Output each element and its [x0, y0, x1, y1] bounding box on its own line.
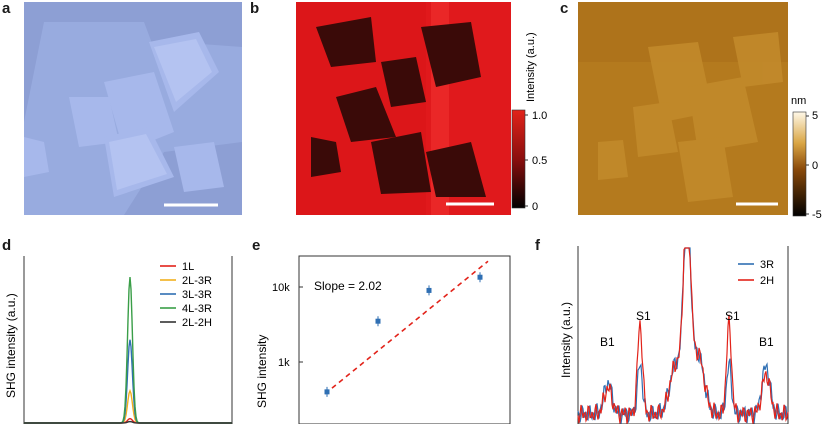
panel-e-ylabel: SHG intensity: [255, 335, 269, 408]
panel-e-data-point: [477, 274, 483, 280]
panel-e-label: e: [252, 237, 261, 254]
panel-d-legend-label-3L-3R: 3L-3R: [182, 289, 212, 301]
colorbar-b-title: Intensity (a.u.): [525, 32, 537, 102]
panel-f-ylabel: Intensity (a.u.): [559, 302, 573, 378]
colorbar-c-tick-1: 5: [812, 110, 818, 122]
panel-c-label: c: [560, 0, 569, 17]
panel-e-data-point: [324, 389, 330, 395]
panel-e-slope-annotation: Slope = 2.02: [314, 279, 382, 293]
panel-a-optical-image: [24, 2, 242, 215]
panel-b-label: b: [250, 0, 260, 17]
panel-e-data-point: [375, 318, 381, 324]
panel-d-ylabel: SHG intensity (a.u.): [4, 293, 18, 398]
panel-e-fit-line: [324, 260, 489, 395]
colorbar-b-tick-3: 0: [532, 201, 538, 213]
panel-d-chart: SHG intensity (a.u.) 1L 2L-3R 3L-3R 4L-3R 2L…: [4, 256, 233, 424]
colorbar-c-tick-3: -5: [812, 209, 822, 218]
panel-d-legend-label-4L-3R: 4L-3R: [182, 303, 212, 315]
panel-d-legend-label-2L-2H: 2L-2H: [182, 317, 212, 329]
panel-e-frame: [298, 255, 511, 424]
panel-c-afm-map: [578, 2, 788, 215]
colorbar-b-tick-2: 0.5: [532, 155, 547, 167]
panel-d-series-2L-3R: [24, 388, 232, 424]
panel-c-colorbar: nm 5 0 -5: [791, 95, 822, 218]
panel-d-series-2L-2H: [24, 420, 232, 424]
panel-e-ytick-label-1k: 1k: [278, 357, 290, 369]
panel-e-ytick-label-10k: 10k: [272, 282, 290, 294]
colorbar-c-tick-2: 0: [812, 160, 818, 172]
panel-f-annot-s1-left: S1: [636, 309, 651, 323]
panel-d-legend-label-2L-3R: 2L-3R: [182, 275, 212, 287]
colorbar-b-tick-1: 1.0: [532, 110, 547, 122]
panel-a-label: a: [2, 0, 11, 17]
panel-b-colorbar: 1.0 0.5 0 Intensity (a.u.): [511, 32, 547, 213]
panel-e-data-point: [426, 287, 432, 293]
panel-d-series-3L-3R: [24, 339, 232, 424]
panel-f-annot-b1-right: B1: [759, 335, 774, 349]
panel-f-legend-label-2H: 2H: [760, 275, 774, 287]
panel-d-legend-label-1L: 1L: [182, 261, 194, 273]
panel-d-label: d: [2, 237, 12, 254]
colorbar-c-title: nm: [791, 95, 806, 107]
panel-e-points: [324, 272, 483, 397]
panel-f-annot-s1-right: S1: [725, 309, 740, 323]
panel-e-chart: SHG intensity 10k 1k Slope = 2.02: [255, 255, 511, 424]
panel-d-legend: 1L 2L-3R 3L-3R 4L-3R 2L-2H: [160, 261, 212, 329]
panel-f-annot-b1-left: B1: [600, 335, 615, 349]
panel-d-curves: [24, 276, 232, 424]
panel-b-intensity-map: [296, 2, 511, 215]
panel-f-label: f: [535, 237, 540, 254]
panel-f-legend-label-3R: 3R: [760, 259, 774, 271]
